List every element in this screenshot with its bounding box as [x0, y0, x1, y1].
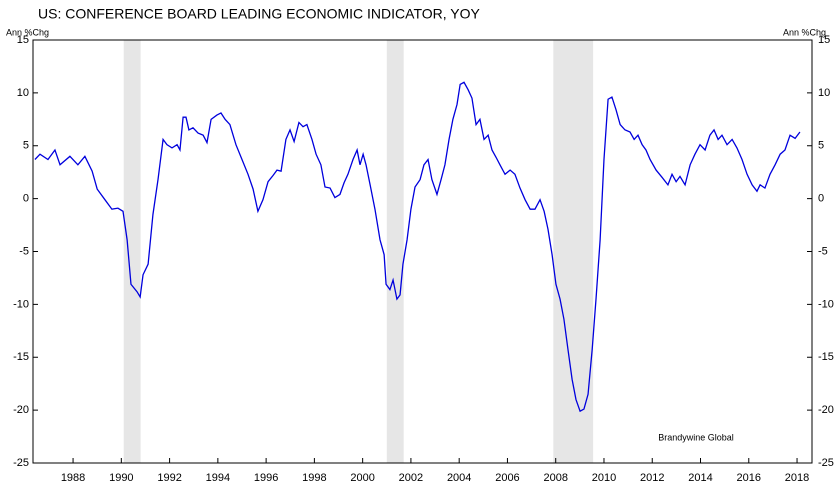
y2-tick-label: -15 — [818, 351, 834, 363]
y2-tick-label: -25 — [818, 457, 834, 469]
y-tick-label: -15 — [13, 351, 29, 363]
x-tick-label: 2006 — [495, 472, 519, 484]
x-tick-label: 1992 — [157, 472, 181, 484]
y-axis-label: Ann %Chg — [6, 27, 49, 37]
x-tick-label: 2002 — [399, 472, 423, 484]
x-tick-label: 2010 — [592, 472, 616, 484]
recession-band — [123, 40, 141, 463]
chart-title: US: CONFERENCE BOARD LEADING ECONOMIC IN… — [38, 6, 481, 22]
y-tick-label: 10 — [17, 87, 29, 99]
x-tick-label: 2004 — [447, 472, 471, 484]
y2-axis-label: Ann %Chg — [783, 27, 826, 37]
x-tick-label: 2012 — [640, 472, 664, 484]
x-tick-label: 2014 — [688, 472, 712, 484]
x-tick-label: 2018 — [785, 472, 809, 484]
x-tick-label: 1998 — [302, 472, 326, 484]
x-tick-label: 1990 — [109, 472, 133, 484]
y2-tick-label: -10 — [818, 298, 834, 310]
y-tick-label: -20 — [13, 404, 29, 416]
y2-tick-label: -5 — [818, 245, 828, 257]
y-tick-label: 15 — [17, 34, 29, 46]
x-tick-label: 2000 — [350, 472, 374, 484]
y2-tick-label: 10 — [818, 87, 830, 99]
x-tick-label: 1988 — [61, 472, 85, 484]
source-annotation: Brandywine Global — [658, 432, 734, 442]
x-tick-label: 1994 — [206, 472, 230, 484]
y-tick-label: 5 — [23, 140, 29, 152]
x-tick-label: 2016 — [737, 472, 761, 484]
recession-band — [386, 40, 404, 463]
y2-tick-label: 15 — [818, 34, 830, 46]
y-tick-label: 0 — [23, 193, 29, 205]
y2-tick-label: -20 — [818, 404, 834, 416]
y2-tick-label: 5 — [818, 140, 824, 152]
recession-band — [553, 40, 594, 463]
y2-tick-label: 0 — [818, 193, 824, 205]
x-tick-label: 1996 — [254, 472, 278, 484]
x-tick-label: 2008 — [543, 472, 567, 484]
y-tick-label: -25 — [13, 457, 29, 469]
y-tick-label: -10 — [13, 298, 29, 310]
data-line — [34, 81, 801, 413]
y-tick-label: -5 — [19, 245, 29, 257]
